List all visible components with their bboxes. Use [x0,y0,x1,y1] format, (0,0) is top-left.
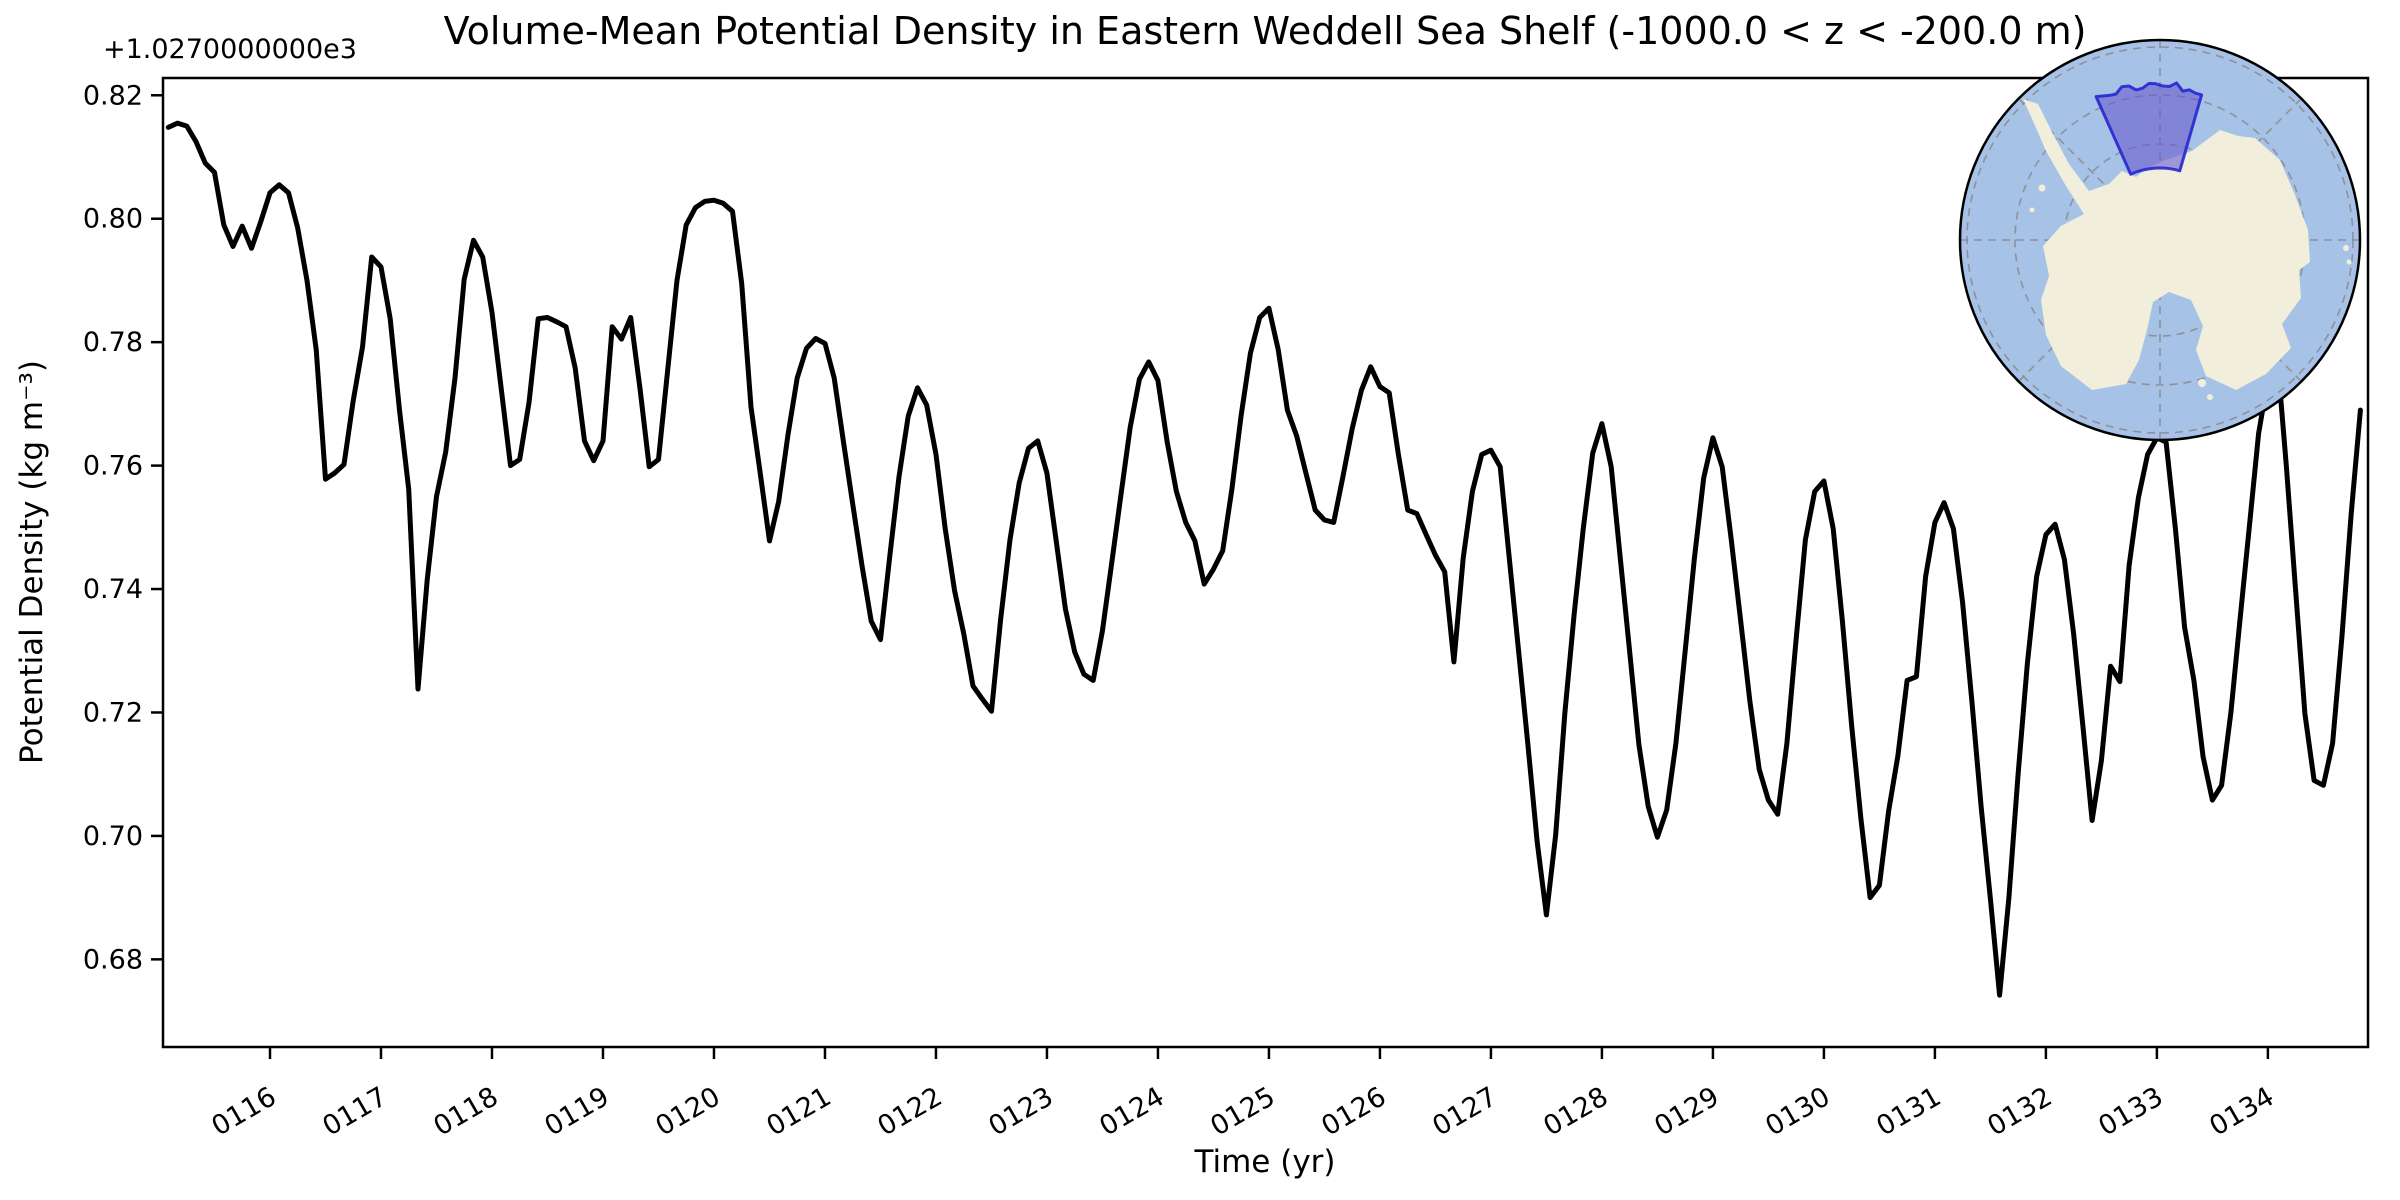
y-tick-label: 0.80 [83,204,143,235]
x-tick-label: 0132 [1982,1081,2057,1142]
x-tick-label: 0122 [872,1081,947,1142]
y-tick-label: 0.82 [83,80,143,111]
y-axis-ticks: 0.68 0.70 0.72 0.74 0.76 0.78 0.80 0.82 [83,80,163,975]
y-tick-label: 0.68 [83,944,143,975]
x-tick-label: 0119 [539,1081,614,1142]
x-tick-label: 0128 [1538,1081,1613,1142]
x-tick-label: 0118 [428,1081,503,1142]
x-tick-label: 0134 [2204,1081,2279,1142]
x-axis-label: Time (yr) [1194,1144,1336,1180]
x-tick-label: 0127 [1427,1081,1502,1142]
inset-map [1958,38,2362,442]
x-tick-label: 0124 [1094,1081,1169,1142]
x-tick-label: 0130 [1760,1081,1835,1142]
map-islands [2029,184,2352,400]
x-axis-ticks: 0116 0117 0118 0119 0120 0121 0122 0123 0124 0125… [206,1047,2279,1142]
x-tick-label: 0116 [206,1081,281,1142]
x-tick-label: 0121 [761,1081,836,1142]
chart-title: Volume-Mean Potential Density in Eastern… [444,9,2087,53]
antarctica-landmass [2023,99,2310,390]
x-tick-label: 0125 [1205,1081,1280,1142]
y-axis-label: Potential Density (kg m⁻³) [14,360,50,764]
x-tick-label: 0131 [1871,1081,1946,1142]
axes-frame [161,76,2370,1049]
potential-density-line [165,120,2363,998]
y-tick-label: 0.78 [83,327,143,358]
x-tick-label: 0129 [1649,1081,1724,1142]
y-tick-label: 0.72 [83,697,143,728]
weddell-shelf-region [2094,81,2204,176]
y-axis-offset-text: +1.0270000000e3 [103,34,357,65]
y-tick-label: 0.70 [83,821,143,852]
x-tick-label: 0120 [650,1081,725,1142]
x-tick-label: 0126 [1316,1081,1391,1142]
y-tick-label: 0.76 [83,451,143,482]
x-tick-label: 0117 [317,1081,392,1142]
map-outline [1958,38,2362,442]
y-tick-label: 0.74 [83,574,143,605]
x-tick-label: 0123 [983,1081,1058,1142]
x-tick-label: 0133 [2093,1081,2168,1142]
